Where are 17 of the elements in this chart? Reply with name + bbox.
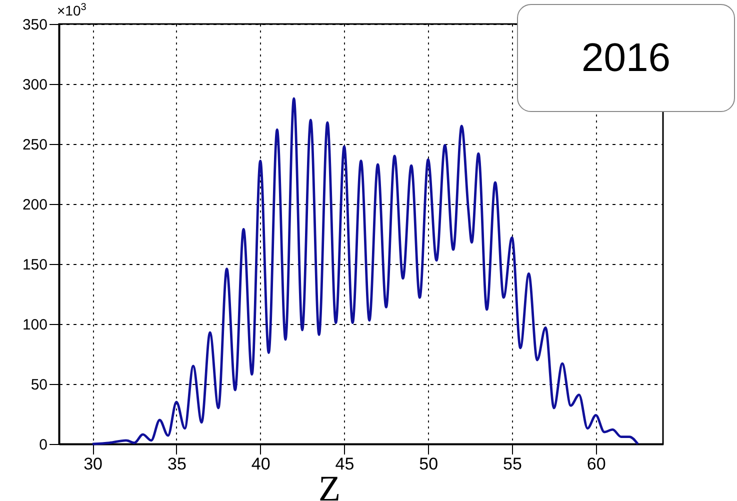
y-tick-label: 0 bbox=[39, 436, 48, 454]
x-tick-label: 35 bbox=[167, 454, 186, 474]
y-tick-label: 300 bbox=[22, 76, 48, 94]
y-tick-label: 150 bbox=[22, 256, 48, 274]
y-tick-label: 50 bbox=[30, 376, 48, 394]
x-tick-label: 55 bbox=[503, 454, 522, 474]
title-box: 2016 bbox=[517, 4, 735, 112]
x-tick-label: 60 bbox=[586, 454, 606, 474]
y-tick-label: 350 bbox=[22, 16, 48, 34]
y-tick-label: 100 bbox=[22, 316, 48, 334]
x-tick-label: 50 bbox=[419, 454, 438, 474]
y-tick-label: 200 bbox=[22, 196, 48, 214]
x-tick-label: 30 bbox=[84, 454, 103, 474]
x-tick-label: 40 bbox=[251, 454, 270, 474]
line-series bbox=[91, 97, 640, 446]
y-tick-label: 250 bbox=[22, 136, 48, 154]
text: ×10$^{3}$ bbox=[57, 2, 86, 19]
